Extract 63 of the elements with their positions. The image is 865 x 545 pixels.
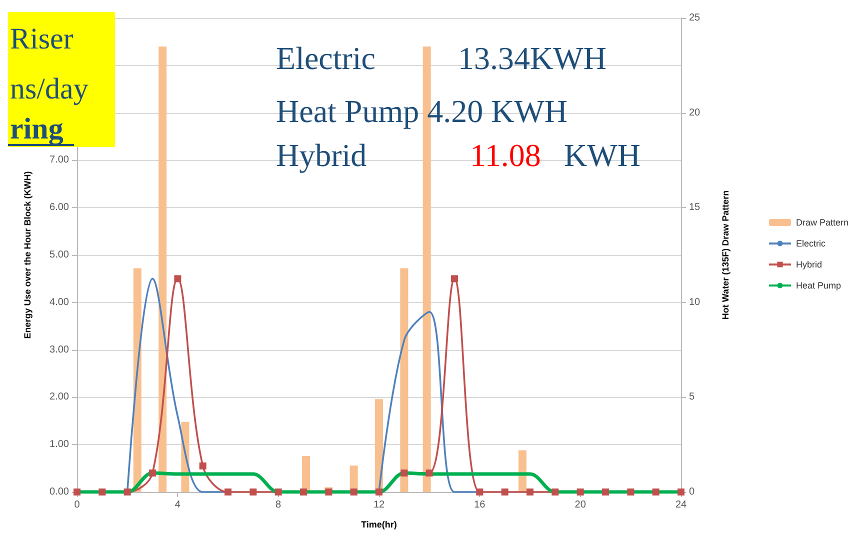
point	[451, 275, 458, 282]
point	[526, 488, 534, 496]
y-tick-label: 6.00	[50, 202, 70, 214]
x-tick-label: 24	[675, 500, 687, 510]
y2-tick-label: 5	[689, 392, 695, 403]
point	[325, 488, 332, 496]
point	[250, 488, 257, 496]
point	[426, 470, 433, 477]
y-tick-label: 1.00	[50, 439, 70, 450]
y-tick-label: 3.00	[50, 344, 70, 356]
x-tick-label: 12	[373, 500, 385, 510]
point	[376, 488, 382, 496]
point	[199, 462, 206, 470]
y-axis-title: Energy Use over the Hour Block (KWH)	[22, 171, 32, 339]
y2-tick-label: 25	[689, 12, 701, 24]
y2-tick-label: 20	[689, 107, 701, 118]
point	[274, 488, 282, 496]
annotation: KWH	[564, 137, 640, 173]
x-tick-label: 0	[74, 500, 80, 510]
legend-label: Heat Pump	[796, 280, 842, 290]
bar	[302, 456, 310, 492]
annotation: Hybrid	[276, 137, 367, 173]
point	[627, 488, 634, 496]
bar	[158, 46, 167, 492]
point	[602, 488, 609, 496]
x-tick-label: 4	[174, 500, 181, 510]
x-tick-label: 20	[574, 500, 586, 510]
point	[350, 488, 358, 496]
annotation: Electric	[276, 40, 376, 76]
point	[174, 275, 182, 282]
y2-tick-label: 0	[689, 486, 695, 498]
y-tick-label: 4.00	[50, 296, 70, 308]
x-tick-label: 8	[276, 500, 282, 510]
y-tick-label: 0.00	[50, 486, 70, 498]
point	[224, 488, 232, 496]
point	[98, 488, 106, 496]
y2-axis-title: Hot Water (135F) Draw Pattern	[720, 190, 730, 320]
point	[149, 470, 156, 477]
y-tick-label: 2.00	[50, 392, 70, 403]
bar	[400, 268, 408, 492]
point	[300, 488, 307, 496]
annotation: Heat Pump 4.20 KWH	[276, 93, 568, 129]
x-tick-label: 16	[474, 500, 486, 510]
point	[476, 488, 484, 496]
point	[124, 488, 131, 496]
annotation: 13.34KWH	[458, 40, 606, 76]
point	[552, 488, 559, 496]
y2-tick-label: 15	[689, 202, 701, 214]
legend-label: Electric	[796, 238, 826, 248]
annotation: 11.08	[470, 137, 541, 173]
y-tick-label: 7.00	[50, 154, 70, 166]
y2-tick-label: 10	[689, 296, 701, 308]
text: Riser	[10, 22, 74, 56]
legend-label: Draw Pattern	[796, 218, 849, 228]
x-axis-title: Time(hr)	[361, 520, 397, 530]
text: ring	[10, 112, 64, 146]
point	[652, 488, 660, 496]
point	[400, 470, 408, 477]
legend-label: Hybrid	[796, 260, 822, 270]
annotation: ns/day	[10, 72, 88, 106]
point	[576, 488, 584, 496]
y-tick-label: 5.00	[50, 250, 70, 260]
point	[501, 488, 508, 496]
